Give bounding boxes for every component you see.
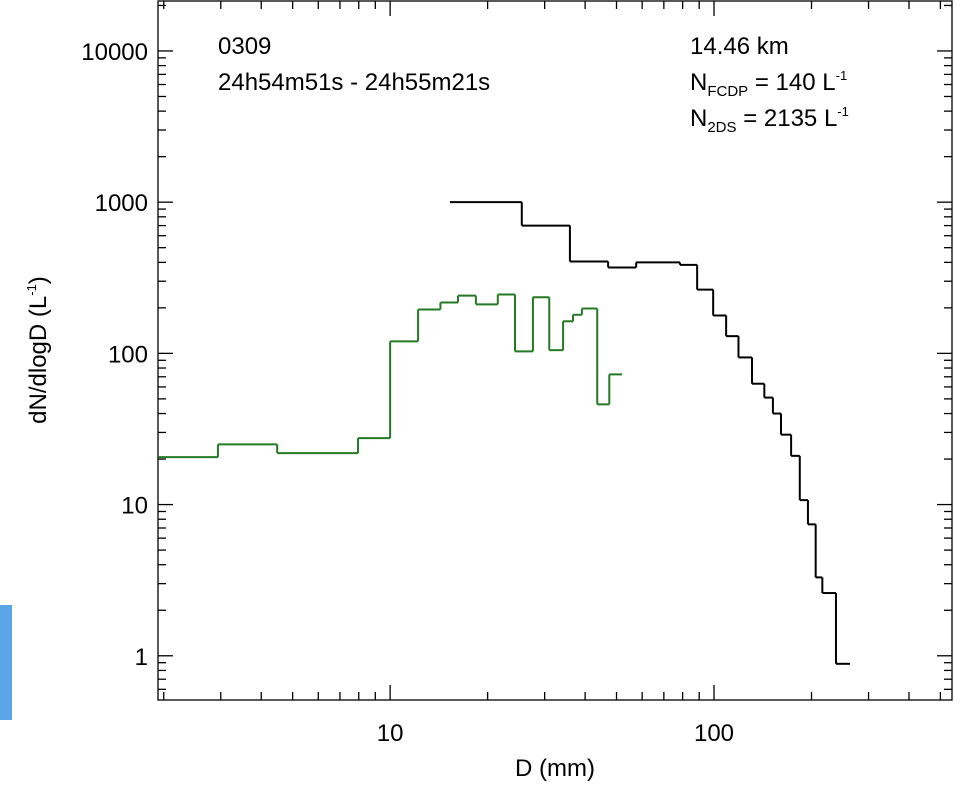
n-sub: 2DS xyxy=(707,119,736,136)
n-rest: = 140 L xyxy=(748,69,835,96)
y-tick-label: 100 xyxy=(108,341,148,368)
n-sub: FCDP xyxy=(707,83,748,100)
altitude: 14.46 km xyxy=(690,33,789,60)
y-label-end: ) xyxy=(25,276,52,284)
x-tick-label: 10 xyxy=(377,720,404,747)
y-tick-label: 1 xyxy=(135,644,148,671)
cropped-image xyxy=(0,605,12,720)
y-label-sup: -1 xyxy=(24,284,39,296)
n-rest: = 2135 L xyxy=(737,105,838,132)
y-tick-label: 10 xyxy=(121,493,148,520)
n-sup: -1 xyxy=(836,68,848,83)
concentration-fcdp: NFCDP = 140 L-1 xyxy=(690,68,847,100)
n-main: N xyxy=(690,69,707,96)
n-main: N xyxy=(690,105,707,132)
plot-frame xyxy=(157,0,953,701)
case-id: 0309 xyxy=(218,33,271,60)
x-tick-label: 100 xyxy=(694,720,734,747)
n-sup: -1 xyxy=(837,104,849,119)
concentration-twods: N2DS = 2135 L-1 xyxy=(690,104,849,136)
time-range: 24h54m51s - 24h55m21s xyxy=(218,69,490,96)
y-axis-label: dN/dlogD (L-1) xyxy=(24,276,52,424)
y-label-main: dN/dlogD (L xyxy=(25,296,52,424)
x-axis-label: D (mm) xyxy=(515,755,595,782)
y-tick-label: 1000 xyxy=(95,190,148,217)
y-tick-label: 10000 xyxy=(81,39,148,66)
